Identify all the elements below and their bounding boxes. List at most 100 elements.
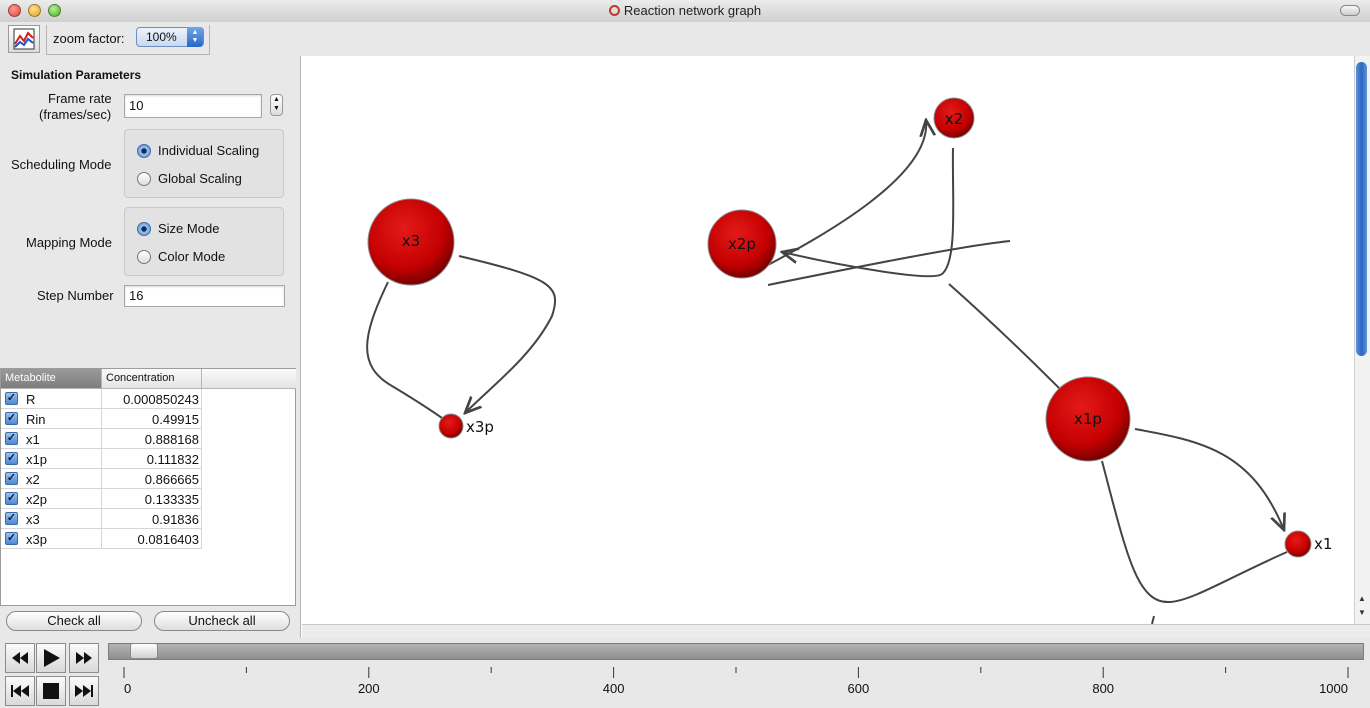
mapping-mode-label: Mapping Mode [26,235,112,250]
table-row[interactable]: ✓ R 0.000850243 [1,389,202,409]
row-checkbox[interactable]: ✓ [5,412,18,425]
metabolite-table: Metabolite Concentration ✓ R 0.000850243 ✓ R… [0,368,296,606]
color-mode-label: Color Mode [158,249,226,264]
frame-rate-input[interactable]: 10 [124,94,262,118]
node-x3p[interactable]: x3p [438,413,494,439]
row-checkbox[interactable]: ✓ [5,432,18,445]
metabolite-cell: ✓ Rin [1,409,102,429]
stop-icon [43,683,59,699]
scroll-up-icon[interactable]: ▲ [1358,594,1366,603]
timeline-tick-label: 800 [1092,681,1114,696]
frame-rate-unit-label: (frames/sec) [39,107,112,122]
zoom-value: 100% [146,30,177,44]
node-x3-label: x3 [402,232,420,250]
window-title: Reaction network graph [0,3,1370,18]
check-all-button[interactable]: Check all [6,611,142,631]
splitter[interactable] [302,624,1370,638]
concentration-value: 0.888168 [102,429,202,449]
zoom-window-button[interactable] [48,4,61,17]
skip-start-icon [11,685,29,697]
metabolite-name: x3 [26,512,40,527]
node-x1p[interactable]: x1p [1045,376,1131,462]
scroll-down-icon[interactable]: ▼ [1358,608,1366,617]
zoom-select[interactable]: 100% ▲ ▼ [136,27,204,47]
node-x1p-label: x1p [1074,410,1102,428]
table-row[interactable]: ✓ x1p 0.111832 [1,449,202,469]
mapping-mode-group [124,207,284,276]
node-x2p-label: x2p [728,235,756,253]
edge-x3-x3p [458,255,557,413]
edge-x3-x3p-return [366,281,443,419]
row-checkbox[interactable]: ✓ [5,532,18,545]
table-row[interactable]: ✓ x1 0.888168 [1,429,202,449]
play-button[interactable] [36,643,66,673]
row-checkbox[interactable]: ✓ [5,472,18,485]
skip-to-end-button[interactable] [69,676,99,706]
node-x3[interactable]: x3 [367,198,455,286]
rewind-button[interactable] [5,643,35,673]
edge-offscreen [1151,615,1155,624]
metabolite-name: Rin [26,412,46,427]
table-row[interactable]: ✓ x2 0.866665 [1,469,202,489]
edge-x3-x2p [767,240,1011,286]
size-mode-label: Size Mode [158,221,220,236]
node-x2p[interactable]: x2p [707,209,777,279]
row-checkbox[interactable]: ✓ [5,392,18,405]
zoom-group [46,25,210,55]
table-row[interactable]: ✓ x3 0.91836 [1,509,202,529]
table-row[interactable]: ✓ Rin 0.49915 [1,409,202,429]
individual-scaling-radio[interactable] [137,144,151,158]
edge-x1p-x1 [1134,428,1284,530]
toolbar-toggle-button[interactable] [1340,5,1360,16]
concentration-value: 0.866665 [102,469,202,489]
global-scaling-label: Global Scaling [158,171,242,186]
vertical-scroll-thumb[interactable] [1356,62,1367,356]
concentration-value: 0.000850243 [102,389,202,409]
app-icon [608,5,620,16]
frame-rate-stepper[interactable]: ▲ ▼ [270,94,283,116]
scheduling-mode-label: Scheduling Mode [11,157,112,172]
row-checkbox[interactable]: ✓ [5,492,18,505]
uncheck-all-button[interactable]: Uncheck all [154,611,290,631]
color-mode-radio[interactable] [137,250,151,264]
edge-x1-x1p [1101,460,1288,604]
timeline-thumb[interactable] [130,643,158,659]
graph-canvas[interactable] [300,56,1370,638]
close-window-button[interactable] [8,4,21,17]
global-scaling-radio[interactable] [137,172,151,186]
row-checkbox[interactable]: ✓ [5,512,18,525]
node-x1[interactable]: x1 [1284,530,1332,558]
table-row[interactable]: ✓ x3p 0.0816403 [1,529,202,549]
metabolite-name: x2p [26,492,47,507]
column-header-metabolite[interactable]: Metabolite [1,369,102,389]
timeline-slider[interactable] [108,643,1364,660]
timeline-tick-label: 200 [358,681,380,696]
network-graph [366,56,1288,624]
metabolite-name: x1 [26,432,40,447]
chart-icon [13,28,35,50]
concentration-value: 0.49915 [102,409,202,429]
updown-arrows-icon: ▲ ▼ [187,27,203,47]
minimize-window-button[interactable] [28,4,41,17]
step-number-input[interactable]: 16 [124,285,285,307]
metabolite-name: x3p [26,532,47,547]
table-row[interactable]: ✓ x2p 0.133335 [1,489,202,509]
fast-forward-icon [76,652,92,664]
timeline-axis: 0 200 400 600 800 1000 [123,667,1349,696]
timeline-tick-label: 600 [848,681,870,696]
fast-forward-button[interactable] [69,643,99,673]
chart-tool-button[interactable] [8,25,40,53]
node-x1-label: x1 [1314,535,1332,553]
edge-x2p-x1p [948,283,1063,392]
skip-to-start-button[interactable] [5,676,35,706]
row-checkbox[interactable]: ✓ [5,452,18,465]
frame-rate-label: Frame rate [48,91,112,106]
node-x2[interactable]: x2 [933,97,975,139]
concentration-value: 0.111832 [102,449,202,469]
size-mode-radio[interactable] [137,222,151,236]
header-filler [202,369,296,389]
column-header-concentration[interactable]: Concentration [102,369,202,389]
stop-button[interactable] [36,676,66,706]
edge-x2-x2p [782,147,955,278]
timeline-tick-label: 1000 [1319,681,1348,696]
